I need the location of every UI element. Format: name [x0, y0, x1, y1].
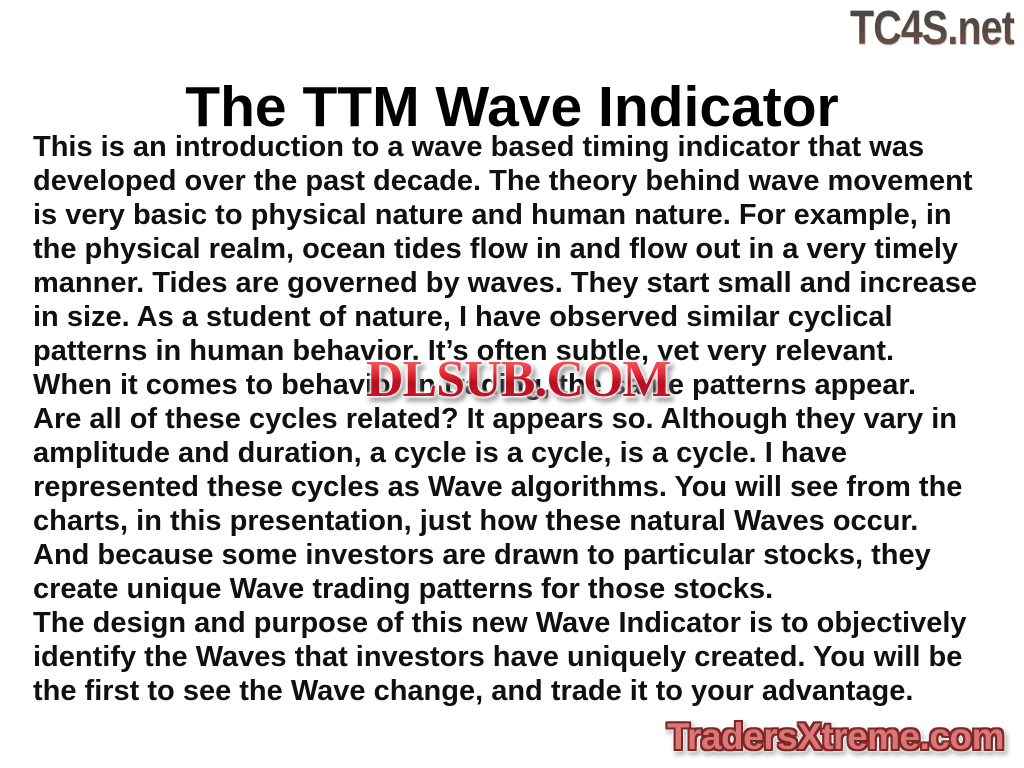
tradersxtreme-watermark: TradersXtreme.com	[666, 716, 1005, 757]
page-title: The TTM Wave Indicator	[185, 75, 839, 140]
body-paragraph: This is an introduction to a wave based …	[33, 131, 978, 707]
tc4s-watermark: TC4S.net	[849, 2, 1015, 55]
dlsub-watermark: DLSUB.COM	[366, 351, 671, 408]
